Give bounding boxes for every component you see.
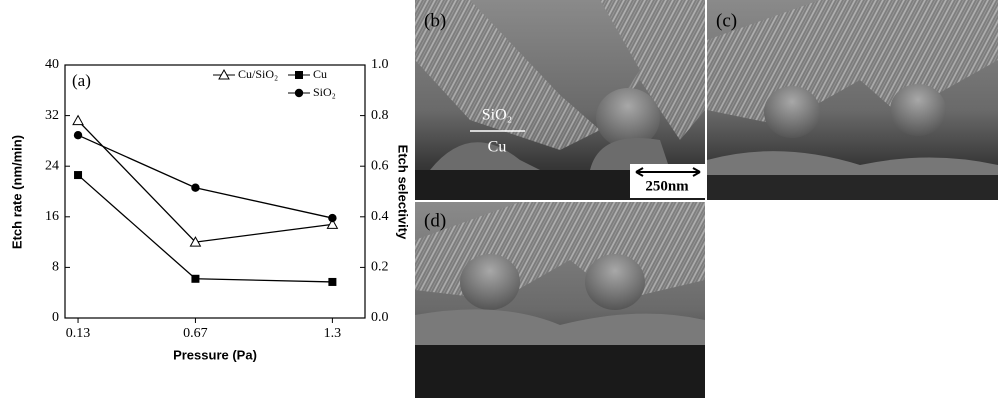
panel-label: (b) bbox=[424, 10, 446, 31]
series-line bbox=[77, 120, 333, 243]
y2-tick-label: 0.8 bbox=[371, 108, 389, 123]
panel-label: (c) bbox=[716, 10, 737, 31]
y-tick-label: 8 bbox=[52, 260, 59, 275]
marker bbox=[191, 274, 200, 283]
sem-image-b bbox=[415, 0, 705, 200]
legend-label: Cu/SiO₂ bbox=[238, 67, 278, 81]
marker bbox=[295, 71, 303, 79]
y-tick-label: 24 bbox=[45, 158, 59, 173]
legend-label: SiO₂ bbox=[313, 85, 336, 99]
x-tick-label: 0.67 bbox=[183, 326, 208, 341]
scale-bar bbox=[635, 167, 701, 177]
marker bbox=[74, 171, 83, 180]
scale-bar-label: 250nm bbox=[645, 178, 689, 194]
y-axis-label: Etch rate (nm/min) bbox=[9, 135, 24, 249]
y2-tick-label: 0.0 bbox=[371, 310, 389, 325]
plot-frame bbox=[64, 64, 366, 319]
y2-tick-label: 0.6 bbox=[371, 158, 389, 173]
panel-label: (a) bbox=[72, 71, 91, 90]
marker bbox=[294, 88, 304, 98]
chart: (a) Pressure (Pa) Etch rate (nm/min) Etc… bbox=[9, 71, 410, 363]
scale-bar-box bbox=[630, 164, 705, 198]
panel-label: (d) bbox=[424, 210, 446, 231]
y-tick-label: 32 bbox=[45, 108, 59, 123]
marker bbox=[218, 68, 230, 80]
marker bbox=[328, 277, 337, 286]
sem-image-c bbox=[707, 0, 998, 200]
layer-label: Cu bbox=[488, 139, 507, 156]
marker bbox=[73, 131, 83, 140]
legend-label: Cu bbox=[313, 67, 327, 81]
series-line bbox=[77, 134, 333, 219]
marker bbox=[328, 213, 337, 223]
x-tick-label: 0.13 bbox=[66, 326, 91, 341]
y-tick-label: 16 bbox=[45, 209, 59, 224]
y-tick-label: 40 bbox=[45, 57, 59, 72]
marker bbox=[326, 218, 339, 229]
y2-tick-label: 0.4 bbox=[371, 209, 389, 224]
series-line bbox=[77, 174, 333, 283]
y2-axis-label: Etch selectivity bbox=[396, 145, 411, 240]
y2-tick-label: 0.2 bbox=[371, 260, 389, 275]
sem-image-d bbox=[415, 202, 705, 398]
x-tick-label: 1.3 bbox=[324, 326, 342, 341]
marker bbox=[191, 183, 200, 192]
layer-label: SiO₂ bbox=[482, 107, 512, 124]
y2-tick-label: 1.0 bbox=[371, 57, 389, 72]
marker bbox=[72, 114, 84, 126]
x-axis-label: Pressure (Pa) bbox=[173, 347, 257, 362]
marker bbox=[189, 236, 202, 247]
y-tick-label: 0 bbox=[52, 310, 59, 325]
